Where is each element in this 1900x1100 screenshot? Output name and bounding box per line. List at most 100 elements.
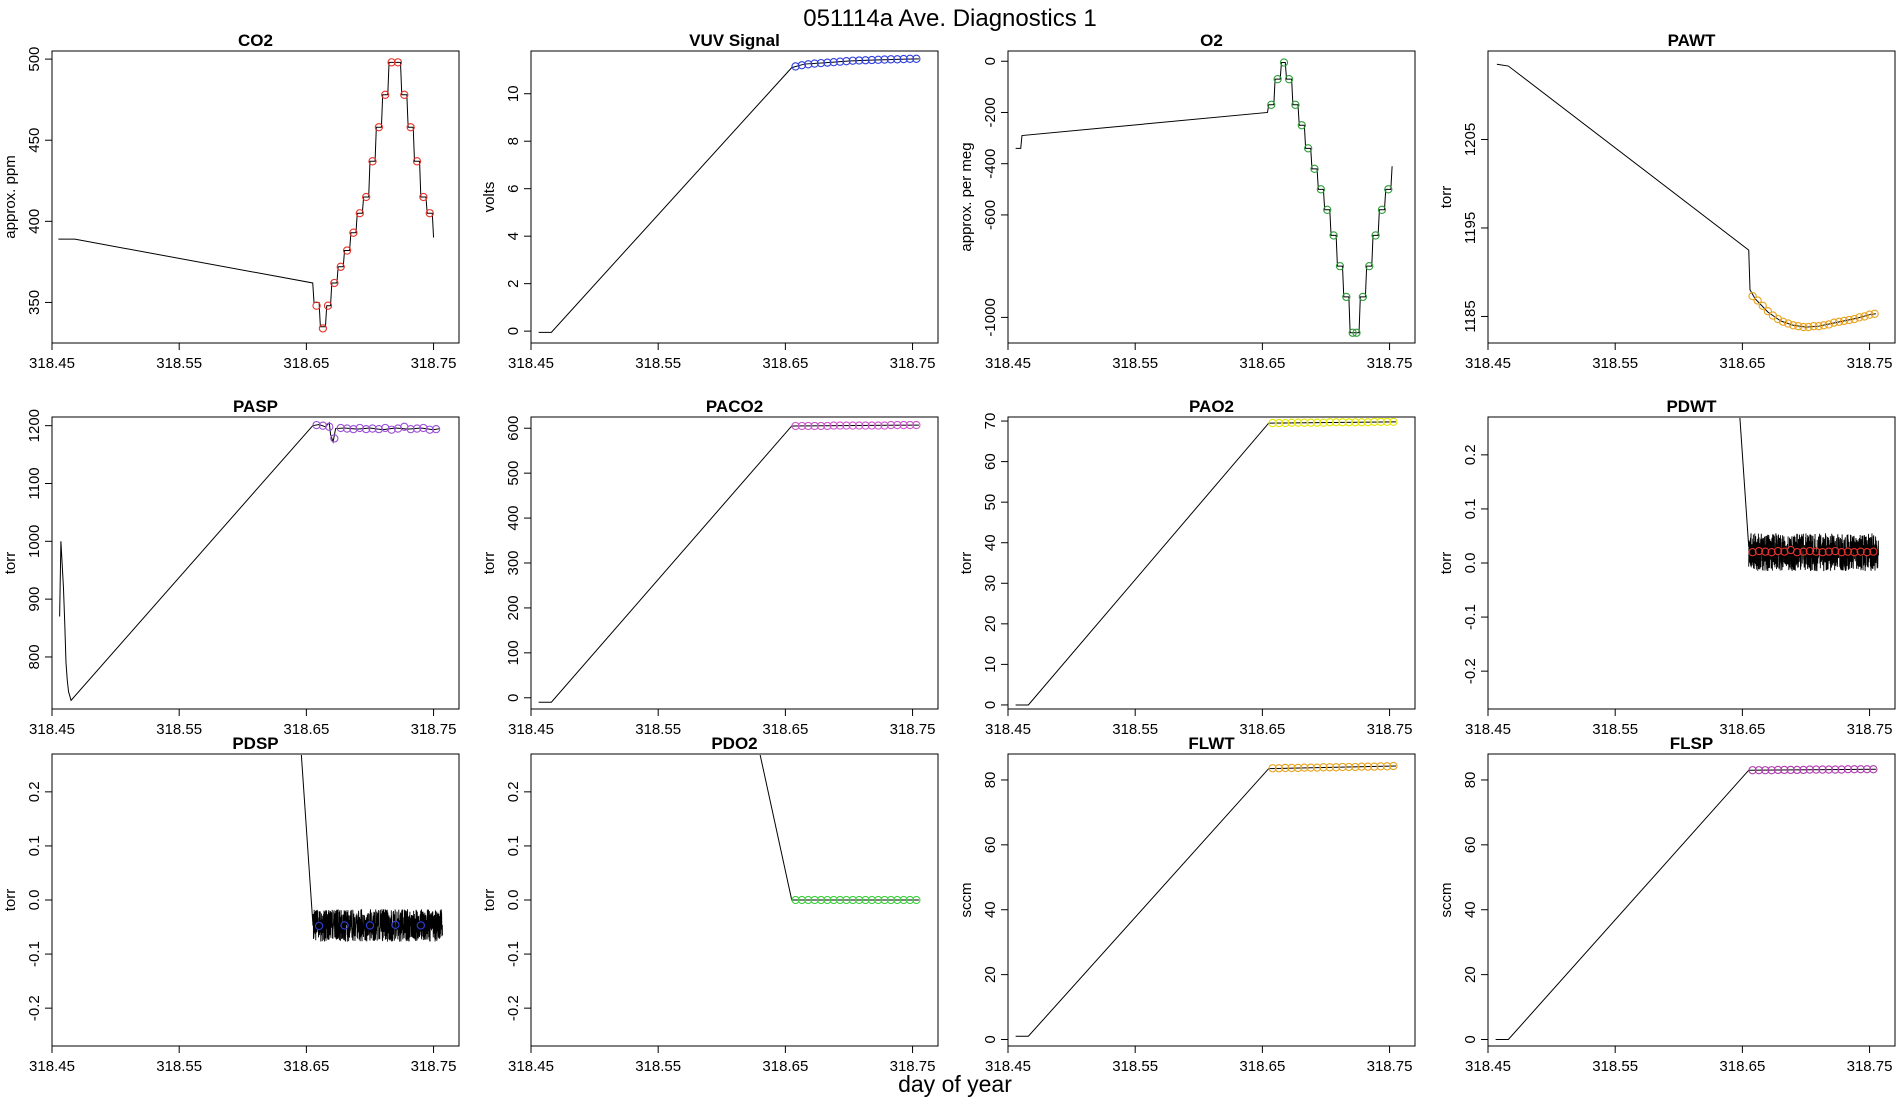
data-point [867, 55, 877, 65]
data-point [1761, 547, 1770, 556]
data-point [374, 424, 384, 434]
data-point [412, 157, 422, 166]
y-tick-label: 40 [982, 901, 999, 918]
panel-title: PDO2 [711, 734, 757, 753]
data-point [848, 421, 857, 430]
data-point [1761, 766, 1770, 775]
data-point [848, 56, 857, 65]
data-point [1814, 322, 1823, 331]
data-point [330, 278, 339, 288]
data-point [899, 420, 908, 430]
data-point [1348, 328, 1357, 337]
data-point [1824, 765, 1834, 774]
data-point [1325, 418, 1334, 427]
figure-title: 051114a Ave. Diagnostics 1 [803, 5, 1097, 32]
y-tick-label: 350 [26, 290, 43, 315]
data-point [342, 246, 352, 255]
data-point [400, 90, 409, 99]
y-tick-label: 0.2 [1462, 444, 1479, 465]
y-tick-label: 1100 [26, 467, 43, 499]
data-point [1862, 765, 1872, 774]
plot-area [759, 755, 921, 905]
y-tick-label: 4 [505, 232, 522, 240]
y-tick-label: 0.1 [1462, 498, 1479, 519]
series-line [1739, 418, 1750, 547]
data-point [1748, 766, 1757, 775]
data-point [905, 895, 915, 905]
y-tick-label: 60 [982, 453, 999, 470]
plot-area [59, 420, 441, 702]
panel-grid: CO2 approx. ppm 318.45 318.55 318.65 318.75 35… [2, 31, 1896, 1075]
x-tick-label: 318.65 [1719, 721, 1765, 738]
data-point [886, 55, 896, 64]
y-tick-label: 20 [982, 615, 999, 632]
data-point [355, 423, 364, 433]
data-point [1365, 262, 1374, 271]
plot-area [538, 54, 921, 333]
x-tick-label: 318.45 [29, 355, 75, 372]
data-point [1843, 547, 1853, 556]
data-point [861, 895, 870, 905]
data-point [1335, 262, 1345, 271]
plot-frame [530, 416, 939, 710]
data-point [1786, 765, 1795, 775]
panel-paco2: PACO2 torr 318.45 318.55 318.65 318.75 0 100 200… [481, 397, 939, 738]
y-tick-label: 300 [505, 550, 522, 575]
y-tick-label: 0.2 [26, 781, 43, 802]
x-tick-label: 318.65 [762, 1058, 808, 1075]
data-point [1780, 765, 1789, 775]
data-point [1811, 765, 1821, 774]
data-point [1312, 418, 1322, 427]
data-point [804, 895, 813, 905]
data-point [1376, 762, 1385, 771]
data-point [842, 57, 851, 66]
data-point [867, 895, 877, 905]
data-point [1794, 322, 1803, 331]
data-point [368, 157, 377, 166]
data-point [1850, 548, 1859, 557]
data-point [1351, 762, 1360, 772]
y-tick-label: 400 [505, 506, 522, 531]
data-point [804, 421, 813, 431]
plot-frame [51, 753, 460, 1047]
x-tick-label: 318.55 [1112, 721, 1158, 738]
panel-pdo2: PDO2 torr 318.45 318.55 318.65 318.75 -0.2 -0.1… [481, 734, 939, 1075]
data-point [1284, 75, 1294, 84]
x-tick-label: 318.65 [1239, 355, 1285, 372]
data-point [1382, 418, 1392, 427]
data-point [1819, 321, 1828, 330]
data-point [1845, 315, 1854, 325]
panel-title: PAO2 [1189, 397, 1234, 416]
data-point [312, 301, 321, 310]
plot-frame [1487, 753, 1896, 1047]
data-point [1773, 765, 1783, 775]
x-tick-label: 318.55 [156, 1058, 202, 1075]
data-point [1352, 328, 1361, 337]
data-point [1316, 185, 1326, 194]
data-point [391, 920, 400, 930]
x-tick-label: 318.55 [635, 355, 681, 372]
data-point [1342, 292, 1351, 302]
plot-frame [51, 416, 460, 710]
x-tick-label: 318.65 [1719, 1058, 1765, 1075]
data-point [1382, 762, 1392, 771]
data-point [1856, 765, 1865, 774]
y-tick-label: 30 [982, 575, 999, 592]
data-point [1837, 548, 1846, 557]
data-point [791, 62, 800, 71]
y-axis-label: approx. ppm [2, 155, 19, 238]
x-tick-label: 318.45 [985, 721, 1031, 738]
y-tick-label: 0 [505, 694, 522, 702]
data-point [893, 55, 902, 64]
y-axis-label: torr [481, 889, 498, 912]
x-tick-label: 318.45 [29, 1058, 75, 1075]
data-point [1297, 121, 1306, 130]
x-tick-label: 318.75 [411, 721, 457, 738]
x-tick-label: 318.55 [156, 355, 202, 372]
data-point [1389, 418, 1398, 427]
data-point [1824, 547, 1834, 556]
data-point [412, 424, 422, 433]
data-point [336, 423, 345, 433]
data-point [1279, 58, 1289, 67]
y-tick-label: 1195 [1462, 212, 1479, 244]
